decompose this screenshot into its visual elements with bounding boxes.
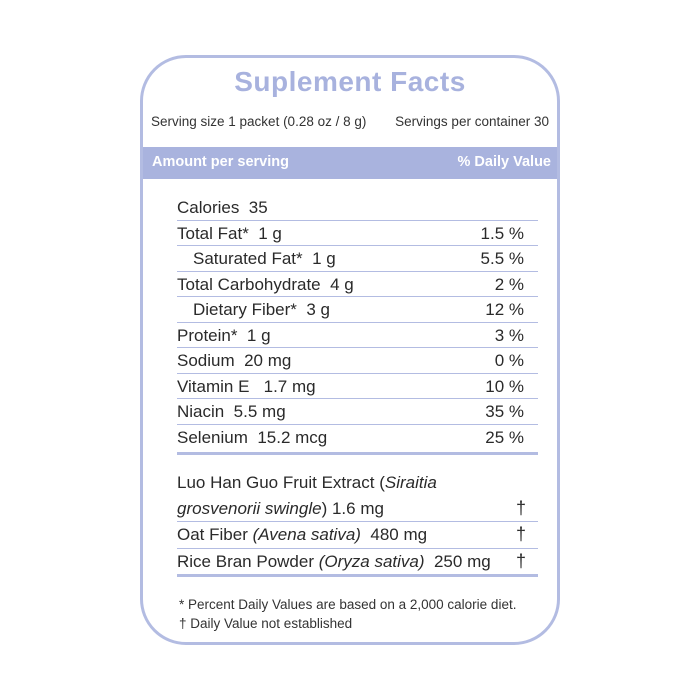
nutrient-label: Calories 35 [177,198,268,217]
daily-value: † [515,550,526,571]
ingredient-name: Rice Bran Powder [177,551,319,571]
ingredient-row: Luo Han Guo Fruit Extract (Siraitia gros… [177,470,538,522]
daily-value: 25 % [485,427,524,447]
ingredient-row: Oat Fiber (Avena sativa) 480 mg † [177,522,538,549]
daily-value: 2 % [494,274,524,294]
nutrient-label: Protein* 1 g [177,325,271,345]
ingredient-amount: ) 1.6 mg [321,498,384,518]
ingredient-amount: 250 mg [424,551,491,571]
header-right: % Daily Value [457,154,552,170]
nutrient-label: Total Carbohydrate 4 g [177,274,354,294]
nutrient-label: Selenium 15.2 mcg [177,427,328,447]
daily-value: † [515,497,526,518]
nutrient-row: Vitamin E 1.7 mg 10 % [177,374,538,399]
servings-per-container: Servings per container 30 [395,114,549,129]
nutrient-row: Sodium 20 mg 0 % [177,348,538,374]
nutrient-row: Total Fat* 1 g 1.5 % [177,221,538,246]
nutrient-row: Dietary Fiber* 3 g 12 % [177,297,538,323]
ingredient-latin: (Oryza sativa) [318,551,425,571]
daily-value: 0 % [494,351,524,370]
nutrient-label: Total Fat* 1 g [177,223,282,243]
nutrient-label: Niacin 5.5 mg [177,402,286,421]
nutrient-row: Selenium 15.2 mcg 25 % [177,425,538,455]
title: Suplement Facts [234,66,466,97]
nutrient-label: Vitamin E 1.7 mg [177,376,316,396]
footnote: † Daily Value not established [179,616,353,631]
daily-value: 12 % [485,300,524,319]
nutrient-label: Dietary Fiber* 3 g [193,300,330,319]
ingredient-name: Oat Fiber [177,525,253,544]
daily-value: 5.5 % [480,249,524,268]
nutrient-rows: Calories 35 Total Fat* 1 g 1.5 % Saturated … [177,195,538,455]
serving-size: Serving size 1 packet (0.28 oz / 8 g) [151,114,367,129]
daily-value: † [515,524,526,544]
ingredient-amount: 480 mg [360,525,428,544]
daily-value: 3 % [494,325,524,345]
ingredient-rows: Luo Han Guo Fruit Extract (Siraitia gros… [177,470,538,577]
daily-value: 1.5 % [480,223,524,243]
nutrient-row: Niacin 5.5 mg 35 % [177,399,538,425]
nutrient-label: Sodium 20 mg [177,351,292,370]
ingredient-row: Rice Bran Powder (Oryza sativa) 250 mg † [177,549,538,577]
daily-value: 10 % [485,376,524,396]
ingredient-latin: Siraitia grosvenorii swingle [177,473,437,518]
ingredient-latin: (Avena sativa) [252,525,361,544]
nutrient-row: Protein* 1 g 3 % [177,323,538,348]
nutrient-row: Total Carbohydrate 4 g 2 % [177,272,538,297]
facts-card: Suplement Facts Serving size 1 packet (0… [140,55,560,645]
ingredient-name: Luo Han Guo Fruit Extract ( [177,473,385,492]
nutrient-row: Saturated Fat* 1 g 5.5 % [177,246,538,272]
daily-value: 35 % [485,402,524,421]
header-band: Amount per serving % Daily Value [143,147,557,179]
nutrient-row: Calories 35 [177,195,538,221]
header-left: Amount per serving [152,154,289,170]
nutrient-label: Saturated Fat* 1 g [193,249,336,268]
footnote: * Percent Daily Values are based on a 2,… [179,597,517,612]
